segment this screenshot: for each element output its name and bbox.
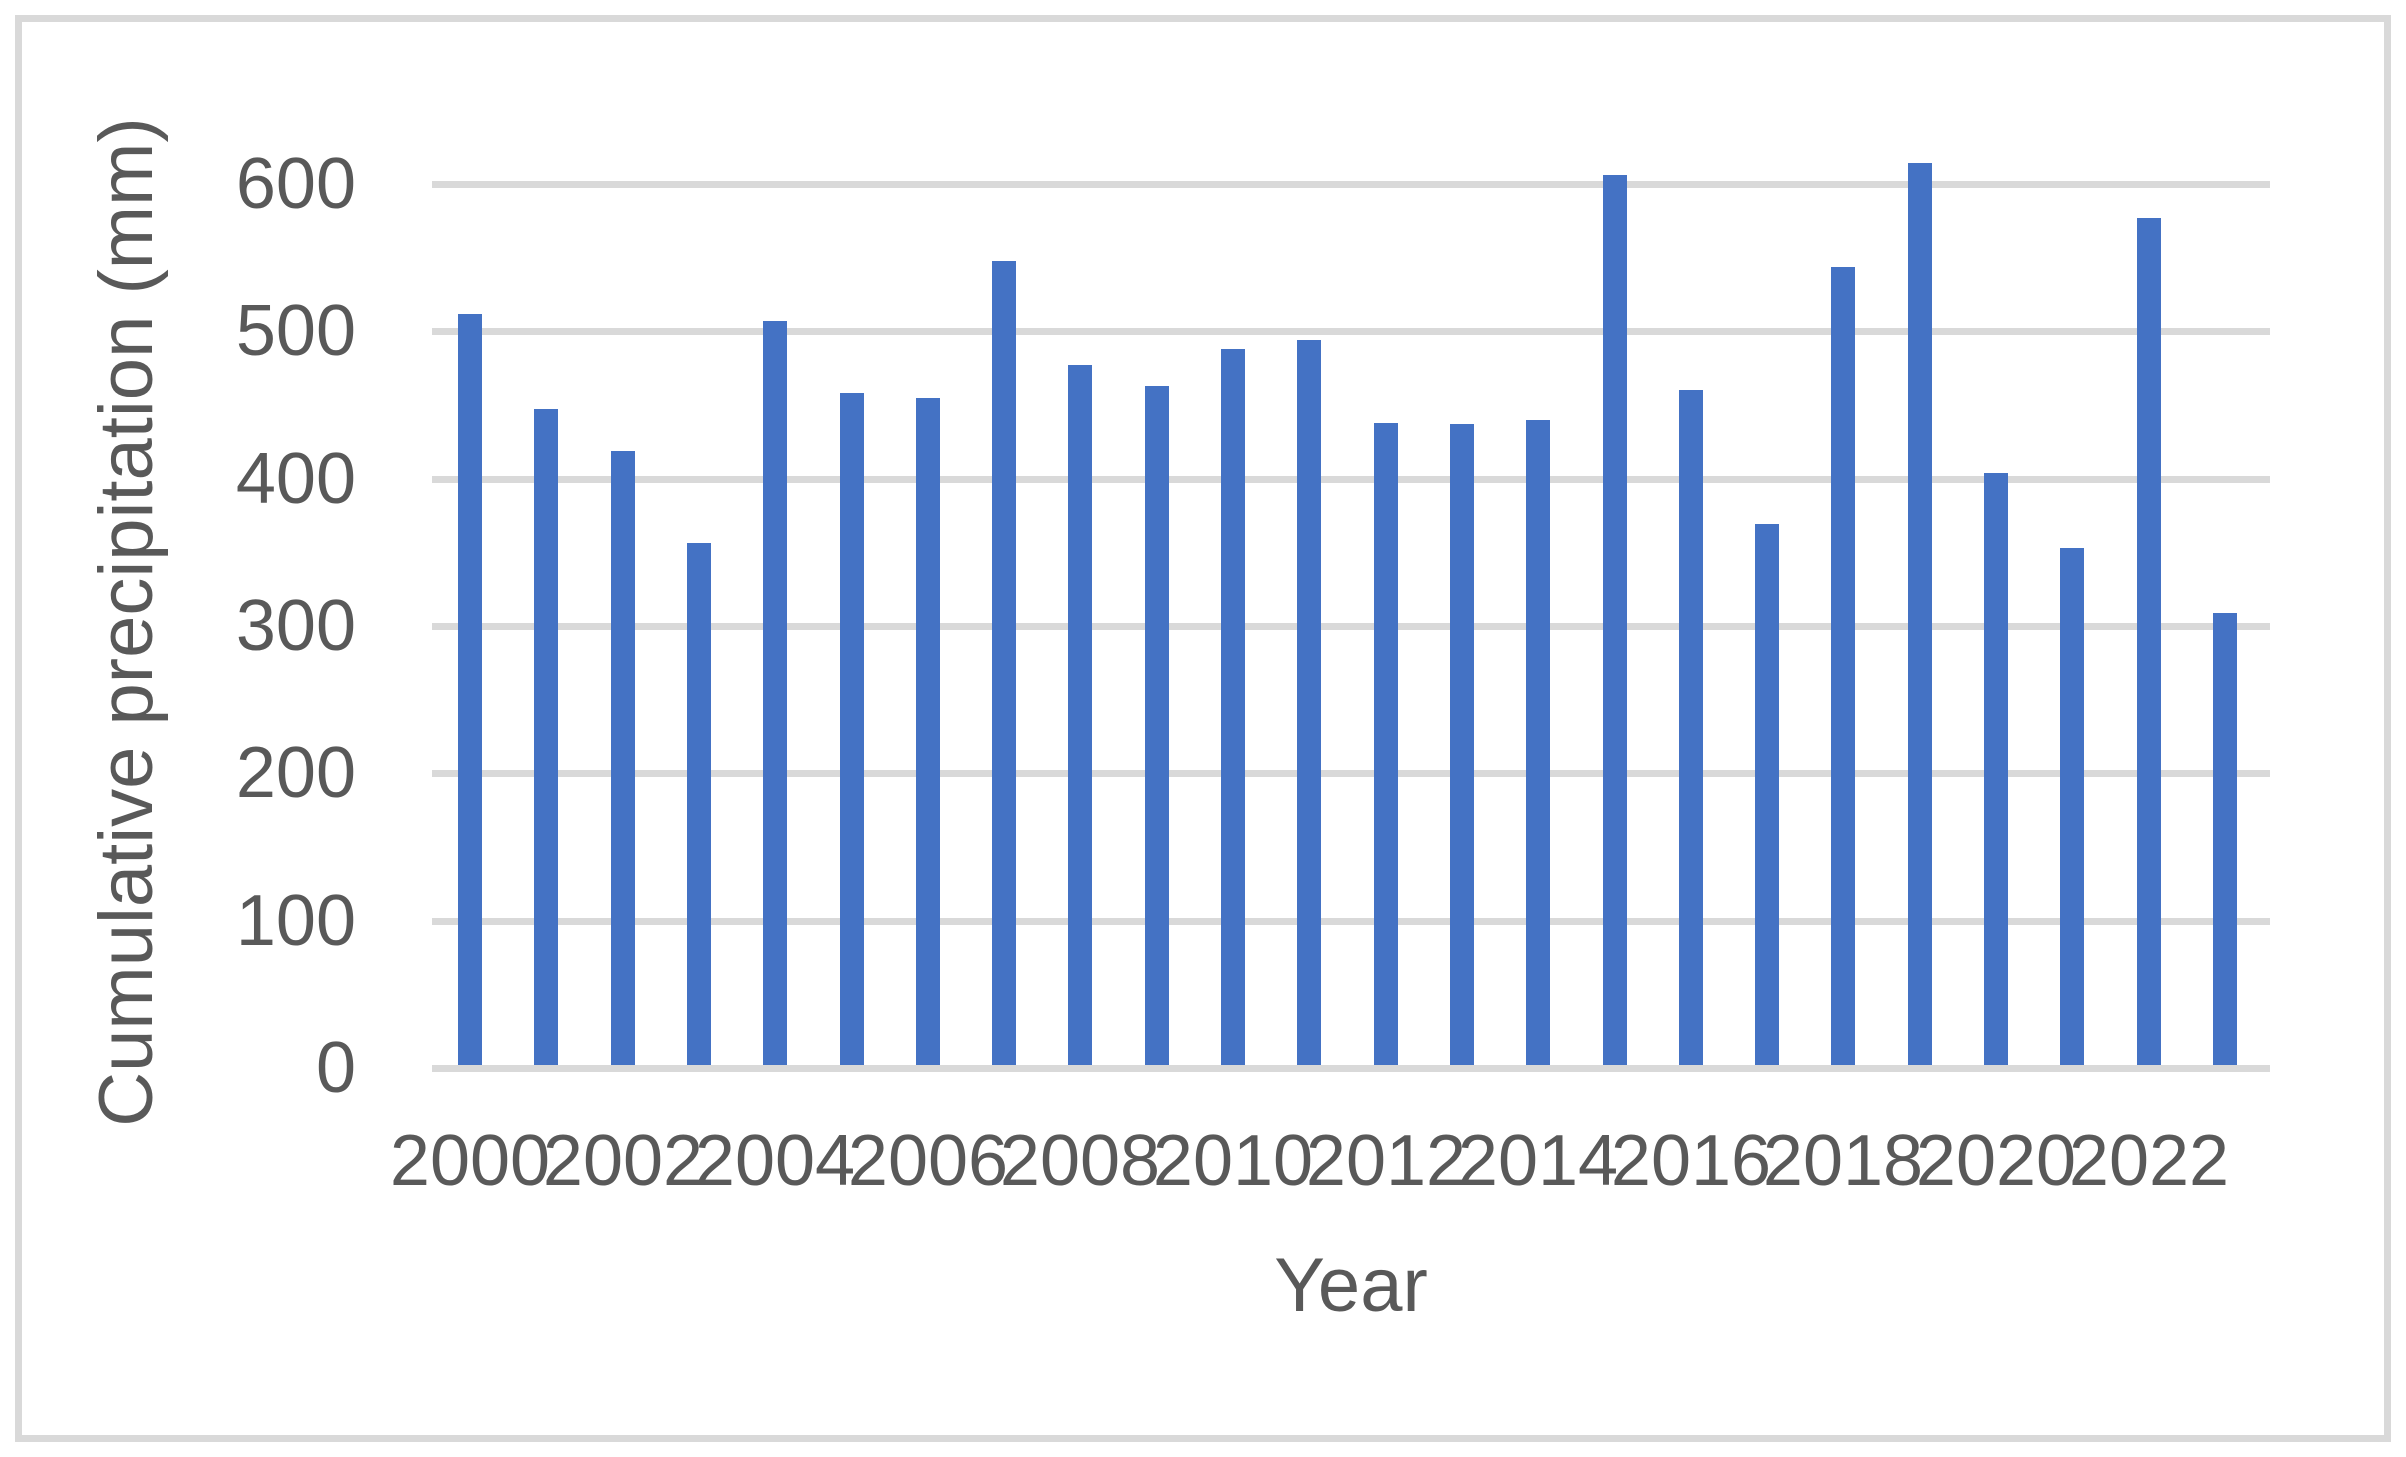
x-tick-label-2020: 2020 (1915, 1121, 2077, 1201)
bar-2015 (1603, 175, 1627, 1068)
bar-2002 (611, 451, 635, 1068)
bar-2014 (1526, 420, 1550, 1068)
bar-2007 (992, 261, 1016, 1068)
bar-2003 (687, 543, 711, 1068)
gridline-300 (432, 623, 2270, 630)
y-axis-title: Cumulative precipitation (mm) (84, 117, 169, 1127)
bar-2017 (1755, 524, 1779, 1068)
y-tick-label-300: 300 (235, 586, 356, 666)
x-axis-line (432, 1065, 2270, 1072)
y-tick-label-200: 200 (235, 733, 356, 813)
gridline-100 (432, 918, 2270, 925)
bar-2001 (534, 409, 558, 1068)
bar-2021 (2060, 548, 2084, 1068)
bar-2000 (458, 314, 482, 1068)
x-tick-label-2010: 2010 (1152, 1121, 1314, 1201)
bar-2005 (840, 393, 864, 1068)
gridline-600 (432, 181, 2270, 188)
x-tick-label-2014: 2014 (1457, 1121, 1619, 1201)
x-tick-label-2016: 2016 (1610, 1121, 1772, 1201)
chart-outer-border (15, 15, 2391, 1442)
y-tick-label-100: 100 (235, 881, 356, 961)
y-tick-label-600: 600 (235, 144, 356, 224)
y-tick-label-400: 400 (235, 439, 356, 519)
x-tick-label-2002: 2002 (542, 1121, 704, 1201)
bar-2012 (1374, 423, 1398, 1068)
bar-2006 (916, 398, 940, 1068)
x-tick-label-2000: 2000 (389, 1121, 551, 1201)
gridline-500 (432, 328, 2270, 335)
bar-2019 (1908, 163, 1932, 1068)
gridline-200 (432, 770, 2270, 777)
x-tick-label-2012: 2012 (1305, 1121, 1467, 1201)
x-tick-label-2008: 2008 (999, 1121, 1161, 1201)
bar-2008 (1068, 365, 1092, 1068)
bar-2023 (2213, 613, 2237, 1068)
x-tick-label-2006: 2006 (847, 1121, 1009, 1201)
bar-2020 (1984, 473, 2008, 1068)
gridline-400 (432, 476, 2270, 483)
y-tick-label-0: 0 (315, 1028, 356, 1108)
x-tick-label-2022: 2022 (2068, 1121, 2230, 1201)
x-axis-title: Year (1274, 1243, 1428, 1328)
bar-2004 (763, 321, 787, 1068)
x-tick-label-2018: 2018 (1762, 1121, 1924, 1201)
y-tick-label-500: 500 (235, 291, 356, 371)
bar-2011 (1297, 340, 1321, 1068)
bar-2016 (1679, 390, 1703, 1068)
bar-2013 (1450, 424, 1474, 1068)
bar-2018 (1831, 267, 1855, 1068)
bar-2022 (2137, 218, 2161, 1068)
bar-2009 (1145, 386, 1169, 1068)
bar-2010 (1221, 349, 1245, 1068)
x-tick-label-2004: 2004 (694, 1121, 856, 1201)
